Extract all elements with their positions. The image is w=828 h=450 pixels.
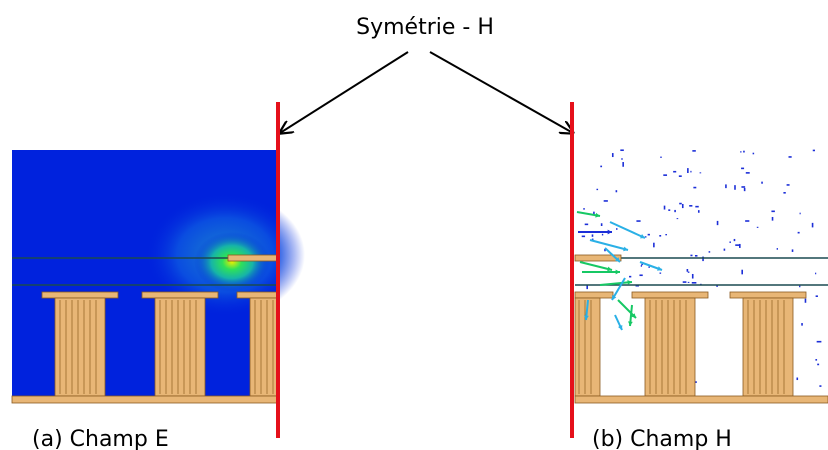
arrow-to-left-plane [280, 51, 409, 133]
h-vector-arrow [599, 281, 633, 286]
caption-e-field: (a) Champ E [32, 427, 169, 450]
h-vector-arrow [589, 239, 629, 251]
h-vector-arrow [579, 261, 613, 271]
h-vector-arrow [609, 221, 646, 239]
h-probe-strip [574, 254, 622, 262]
h-vector-arrowhead [627, 280, 632, 285]
pillar [574, 291, 614, 397]
e-probe-strip [227, 254, 279, 262]
diagram-title: Symétrie - H [356, 15, 494, 40]
h-field-strong-vectors [576, 211, 663, 331]
pillar-body [742, 297, 794, 397]
h-vector-arrowhead [617, 325, 623, 330]
pillar-body [644, 297, 696, 397]
h-ground-plane [574, 395, 828, 404]
h-vector-arrowhead [628, 321, 633, 326]
pillar-body [154, 297, 206, 397]
h-vector-arrowhead [623, 246, 628, 252]
h-vector-arrowhead [607, 266, 612, 272]
h-vector-arrowhead [657, 266, 662, 271]
e-ground-plane [11, 395, 279, 404]
h-vector-arrowhead [612, 295, 617, 300]
h-vector-arrowhead [615, 257, 620, 262]
h-vector-arrowhead [615, 269, 620, 275]
pillar-cap [729, 291, 807, 299]
pillar [729, 291, 807, 397]
caption-h-field: (b) Champ H [592, 427, 732, 450]
pillar-cap [41, 291, 119, 299]
pillar-cap [236, 291, 279, 299]
pillar [631, 291, 709, 397]
pillar-body [249, 297, 279, 397]
h-pillars [574, 291, 807, 397]
h-vector-arrowhead [640, 233, 645, 239]
arrow-to-right-plane [429, 51, 573, 133]
pillar-cap [631, 291, 709, 299]
e-field-hotspot [194, 232, 270, 292]
h-vector-arrowhead [631, 313, 636, 318]
pillar [141, 291, 219, 397]
h-vector-arrowhead [607, 229, 612, 235]
h-vector-arrowhead [595, 212, 600, 218]
panel-e-field [11, 150, 305, 404]
pillar-cap [141, 291, 219, 299]
pillar-body [54, 297, 106, 397]
panel-h-field [574, 149, 828, 404]
pillar-cap [574, 291, 614, 299]
h-vector-arrowhead [584, 315, 589, 320]
